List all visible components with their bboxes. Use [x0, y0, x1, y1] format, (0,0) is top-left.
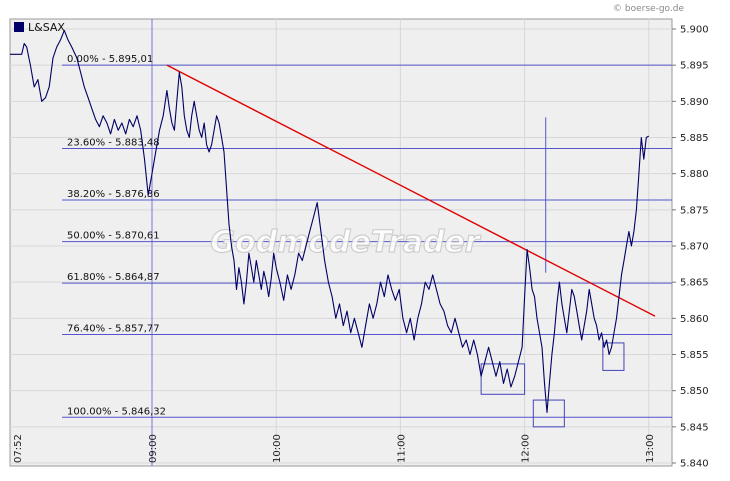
- grid: [10, 19, 672, 466]
- legend: L&SAX: [14, 21, 65, 34]
- fib-level-label: 100.00% - 5.846,32: [67, 406, 166, 417]
- series-line-lsax: [10, 29, 650, 413]
- legend-label: L&SAX: [28, 21, 65, 34]
- fib-levels: 0.00% - 5.895,01 23.60% - 5.883,48 38.20% …: [62, 54, 672, 418]
- x-tick-label: 10:00: [272, 434, 283, 463]
- price-series: [10, 29, 650, 413]
- fib-level-label: 76.40% - 5.857,77: [67, 323, 160, 334]
- highlight-box: [602, 342, 625, 371]
- highlight-box: [532, 399, 565, 428]
- y-tick-label: 5.840: [680, 459, 709, 470]
- y-tick-label: 5.885: [680, 133, 709, 144]
- y-tick-label: 5.845: [680, 422, 709, 433]
- fib-level-label: 61.80% - 5.864,87: [67, 272, 160, 283]
- x-axis: 07:52 09:00 10:00 11:00 12:00 13:00: [13, 434, 656, 463]
- fib-level-label: 0.00% - 5.895,01: [67, 54, 153, 65]
- brand-credit: © boerse-go.de: [613, 4, 684, 14]
- y-tick-label: 5.875: [680, 205, 709, 216]
- x-tick-label: 09:00: [148, 434, 159, 463]
- y-tick-label: 5.860: [680, 314, 709, 325]
- fib-level-label: 50.00% - 5.870,61: [67, 231, 160, 242]
- y-axis: 5.900 5.895 5.890 5.885 5.880 5.875 5.870 5.865…: [672, 25, 709, 470]
- watermark: GodmodeTrader: [210, 225, 481, 260]
- y-tick-label: 5.895: [680, 61, 709, 72]
- y-tick-label: 5.880: [680, 169, 709, 180]
- highlight-box: [480, 363, 526, 395]
- highlight-boxes: [480, 342, 625, 428]
- trendline-line: [166, 64, 656, 317]
- y-tick-label: 5.900: [680, 25, 709, 36]
- x-tick-label: 11:00: [396, 434, 407, 463]
- legend-swatch: [14, 22, 24, 32]
- plot-area: [9, 18, 673, 467]
- y-tick-label: 5.865: [680, 278, 709, 289]
- y-tick-label: 5.855: [680, 350, 709, 361]
- y-tick-label: 5.870: [680, 242, 709, 253]
- fib-level-label: 38.20% - 5.876,36: [67, 189, 160, 200]
- x-tick-label: 13:00: [645, 434, 656, 463]
- trendline: [166, 64, 656, 317]
- y-tick-label: 5.890: [680, 97, 709, 108]
- y-tick-label: 5.850: [680, 386, 709, 397]
- fib-level-label: 23.60% - 5.883,48: [67, 137, 160, 148]
- x-tick-label: 07:52: [13, 434, 24, 463]
- x-tick-label: 12:00: [521, 434, 532, 463]
